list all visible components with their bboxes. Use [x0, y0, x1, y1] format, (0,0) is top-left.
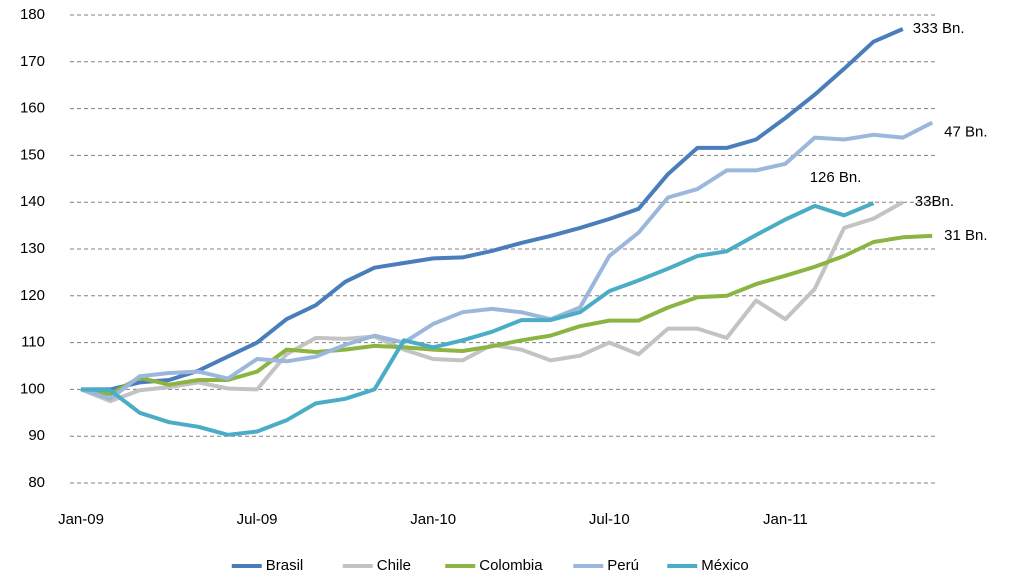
legend-label: Chile: [377, 557, 411, 574]
end-label: 126 Bn.: [810, 169, 862, 186]
series-line: [80, 120, 934, 401]
y-tick-label: 100: [20, 380, 45, 397]
y-tick-label: 130: [20, 240, 45, 257]
series-line: [80, 201, 875, 437]
end-label: 47 Bn.: [944, 124, 987, 141]
y-tick-label: 180: [20, 6, 45, 23]
legend-label: Colombia: [479, 557, 543, 574]
x-tick-label: Jul-09: [237, 511, 278, 528]
legend-label: Perú: [607, 557, 639, 574]
x-tick-label: Jan-10: [410, 511, 456, 528]
y-tick-label: 90: [28, 427, 45, 444]
y-tick-label: 160: [20, 100, 45, 117]
y-tick-label: 110: [21, 334, 45, 351]
end-label: 31 Bn.: [944, 227, 987, 244]
x-tick-label: Jan-09: [58, 511, 104, 528]
series-line: [80, 233, 933, 397]
end-label: 333 Bn.: [913, 20, 965, 37]
end-label: 33Bn.: [915, 193, 954, 210]
legend-label: Brasil: [266, 557, 304, 574]
x-tick-label: Jan-11: [763, 511, 808, 528]
y-tick-label: 80: [28, 474, 45, 491]
y-tick-label: 170: [20, 53, 45, 70]
y-tick-label: 120: [20, 287, 45, 304]
y-tick-label: 150: [20, 146, 45, 163]
x-tick-label: Jul-10: [589, 511, 630, 528]
legend-label: México: [701, 557, 749, 574]
y-tick-label: 140: [20, 193, 45, 210]
series-line: [81, 27, 904, 392]
